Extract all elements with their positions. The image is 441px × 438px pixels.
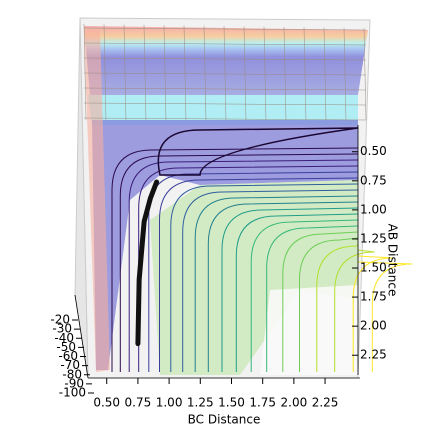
contour-line bbox=[334, 249, 375, 372]
x-axis-label: BC Distance bbox=[188, 413, 261, 427]
z-tick-label: -60 bbox=[58, 349, 78, 363]
surface-grid-line bbox=[83, 23, 87, 121]
y-tick-label: 0.75 bbox=[360, 173, 387, 187]
y-tick-label: 1.00 bbox=[360, 202, 387, 216]
y-tick-label: 1.25 bbox=[360, 231, 387, 245]
x-tick-label: 0.75 bbox=[125, 396, 152, 410]
surface-grid-line bbox=[163, 25, 167, 121]
y-tick-label: 2.25 bbox=[360, 348, 387, 362]
z-tick-label: -80 bbox=[62, 367, 82, 381]
panes bbox=[74, 17, 371, 379]
contour-line bbox=[357, 261, 413, 372]
contour-line bbox=[266, 225, 359, 372]
z-tick-label: -100 bbox=[59, 386, 86, 400]
surface-grid-line bbox=[183, 25, 187, 121]
x-tick-label: 1.00 bbox=[156, 396, 183, 410]
z-tick-label: -50 bbox=[56, 340, 76, 354]
surface-grid-line bbox=[243, 26, 247, 121]
contour-line bbox=[282, 231, 359, 372]
surface-grid-line bbox=[103, 24, 107, 121]
z-axis bbox=[74, 294, 89, 379]
z-tick-label: -20 bbox=[50, 313, 70, 327]
surface-grid-line bbox=[83, 27, 367, 31]
contour-line bbox=[182, 189, 359, 372]
z-tick-label: -30 bbox=[52, 322, 72, 336]
surface-grid-line bbox=[363, 28, 367, 121]
contour-line bbox=[235, 213, 359, 372]
contour-line bbox=[157, 127, 359, 176]
contour-line bbox=[170, 183, 359, 372]
surface-grid-line bbox=[83, 87, 367, 91]
z-tick-label: -40 bbox=[54, 331, 74, 345]
surface-grid-line bbox=[83, 57, 367, 61]
x-tick-label: 1.75 bbox=[249, 396, 276, 410]
surface-grid-line bbox=[83, 42, 367, 46]
contour-line bbox=[250, 219, 359, 372]
trajectory bbox=[135, 179, 160, 347]
contour-line bbox=[207, 201, 359, 372]
z-tick-label: -90 bbox=[64, 376, 84, 390]
y-axis-label: AB Distance bbox=[386, 224, 400, 297]
y-tick-label: 2.00 bbox=[360, 319, 387, 333]
contour-line bbox=[159, 177, 359, 372]
surface-grid-line bbox=[143, 24, 147, 121]
surface-grid-line bbox=[83, 117, 367, 121]
x-tick-label: 1.50 bbox=[218, 396, 245, 410]
x-tick-label: 0.50 bbox=[93, 396, 120, 410]
y-tick-label: 1.75 bbox=[360, 290, 387, 304]
contour-line bbox=[111, 147, 359, 372]
contour-line bbox=[299, 237, 359, 372]
surface-grid-line bbox=[203, 25, 207, 121]
contour-line bbox=[316, 243, 359, 372]
contour-line bbox=[194, 195, 359, 372]
contour-line bbox=[221, 207, 359, 372]
y-tick-label: 1.50 bbox=[360, 261, 387, 275]
surface-grid-line bbox=[123, 24, 127, 121]
contour-line bbox=[128, 159, 359, 372]
contour-line bbox=[352, 255, 394, 372]
y-tick-label: 0.50 bbox=[360, 144, 387, 158]
z-tick-label: -70 bbox=[60, 358, 80, 372]
surface-grid-line bbox=[223, 26, 227, 121]
x-tick-label: 2.25 bbox=[312, 396, 339, 410]
x-tick-label: 1.25 bbox=[187, 396, 214, 410]
surface-grid-line bbox=[83, 102, 367, 106]
x-tick-label: 2.00 bbox=[281, 396, 308, 410]
contours bbox=[111, 127, 413, 372]
surface-grid bbox=[83, 23, 367, 121]
surface-grid-line bbox=[83, 72, 367, 76]
contour-line bbox=[138, 165, 359, 372]
